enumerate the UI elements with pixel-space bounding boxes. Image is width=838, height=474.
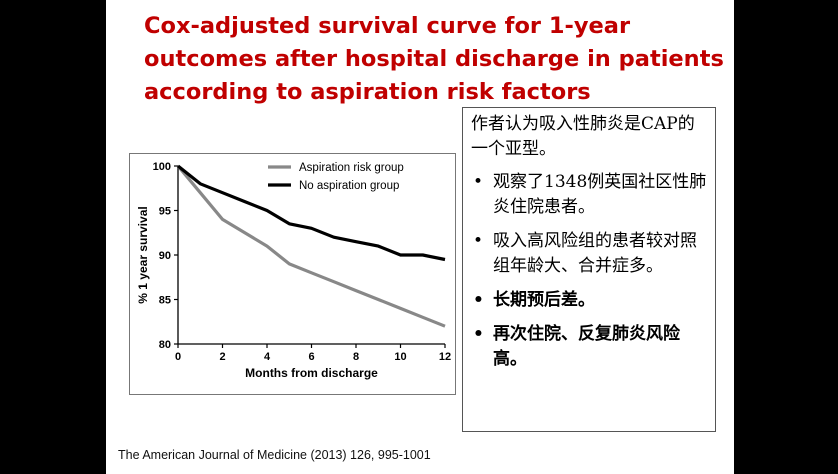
notes-intro: 作者认为吸入性肺炎是CAP的一个亚型。 bbox=[471, 114, 695, 159]
x-tick-label: 8 bbox=[353, 351, 359, 363]
x-axis-label: Months from discharge bbox=[245, 366, 378, 380]
survival-chart: 80 85 90 95 100 0 2 4 6 8 10 12 Months from discharg… bbox=[129, 153, 456, 395]
x-tick-label: 12 bbox=[439, 351, 451, 363]
slide: Cox-adjusted survival curve for 1-year o… bbox=[106, 0, 734, 474]
title-line: outcomes after hospital discharge in pat… bbox=[144, 46, 724, 72]
y-axis-label: % 1 year survival bbox=[136, 206, 150, 303]
y-tick-label: 80 bbox=[159, 339, 171, 351]
slide-title: Cox-adjusted survival curve for 1-year o… bbox=[144, 10, 724, 109]
notes-bullets: 观察了1348例英国社区性肺炎住院患者。 吸入高风险组的患者较对照组年龄大、合并… bbox=[471, 170, 709, 372]
y-tick-label: 95 bbox=[159, 206, 171, 218]
x-tick-label: 4 bbox=[264, 351, 271, 363]
bullet-item: 长期预后差。 bbox=[471, 288, 709, 313]
bullet-item: 观察了1348例英国社区性肺炎住院患者。 bbox=[471, 170, 709, 220]
bullet-item: 吸入高风险组的患者较对照组年龄大、合并症多。 bbox=[471, 229, 709, 279]
x-tick-label: 0 bbox=[175, 351, 181, 363]
survival-chart-svg: 80 85 90 95 100 0 2 4 6 8 10 12 Months from discharg… bbox=[136, 161, 451, 380]
series-line bbox=[176, 164, 446, 328]
title-line: according to aspiration risk factors bbox=[144, 79, 591, 105]
source-citation: The American Journal of Medicine (2013) … bbox=[118, 448, 431, 462]
legend-label: Aspiration risk group bbox=[299, 162, 404, 174]
y-tick-label: 85 bbox=[159, 295, 171, 307]
y-tick-label: 90 bbox=[159, 250, 171, 262]
series-line bbox=[177, 164, 446, 262]
legend-label: No aspiration group bbox=[299, 180, 399, 192]
bullet-item: 再次住院、反复肺炎风险高。 bbox=[471, 322, 709, 372]
x-tick-label: 2 bbox=[219, 351, 225, 363]
x-tick-label: 6 bbox=[308, 351, 314, 363]
title-line: Cox-adjusted survival curve for 1-year bbox=[144, 13, 631, 39]
notes-box: 作者认为吸入性肺炎是CAP的一个亚型。 观察了1348例英国社区性肺炎住院患者。… bbox=[462, 107, 716, 432]
y-tick-label: 100 bbox=[153, 161, 171, 173]
x-tick-label: 10 bbox=[394, 351, 406, 363]
